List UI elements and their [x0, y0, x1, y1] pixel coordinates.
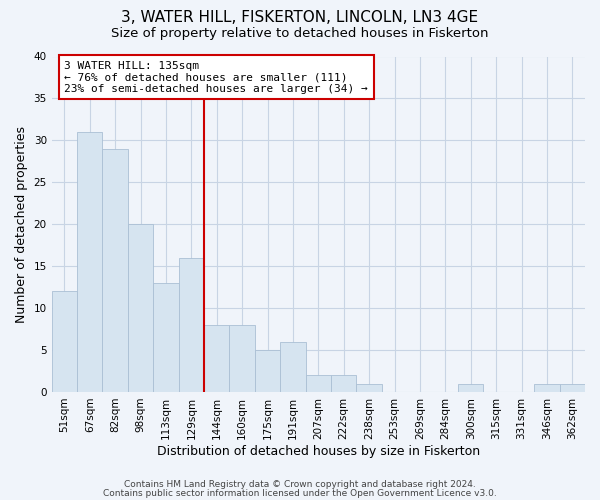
Text: Contains public sector information licensed under the Open Government Licence v3: Contains public sector information licen… — [103, 488, 497, 498]
Bar — [560, 384, 585, 392]
Text: Contains HM Land Registry data © Crown copyright and database right 2024.: Contains HM Land Registry data © Crown c… — [124, 480, 476, 489]
Bar — [280, 342, 305, 392]
Y-axis label: Number of detached properties: Number of detached properties — [15, 126, 28, 322]
Bar — [179, 258, 204, 392]
Bar — [356, 384, 382, 392]
X-axis label: Distribution of detached houses by size in Fiskerton: Distribution of detached houses by size … — [157, 444, 480, 458]
Bar — [128, 224, 153, 392]
Bar — [255, 350, 280, 392]
Bar — [229, 325, 255, 392]
Text: 3, WATER HILL, FISKERTON, LINCOLN, LN3 4GE: 3, WATER HILL, FISKERTON, LINCOLN, LN3 4… — [121, 10, 479, 25]
Bar — [103, 149, 128, 392]
Bar — [153, 283, 179, 392]
Text: 3 WATER HILL: 135sqm
← 76% of detached houses are smaller (111)
23% of semi-deta: 3 WATER HILL: 135sqm ← 76% of detached h… — [64, 60, 368, 94]
Bar — [534, 384, 560, 392]
Text: Size of property relative to detached houses in Fiskerton: Size of property relative to detached ho… — [111, 28, 489, 40]
Bar — [52, 292, 77, 392]
Bar — [458, 384, 484, 392]
Bar — [204, 325, 229, 392]
Bar — [77, 132, 103, 392]
Bar — [331, 375, 356, 392]
Bar — [305, 375, 331, 392]
